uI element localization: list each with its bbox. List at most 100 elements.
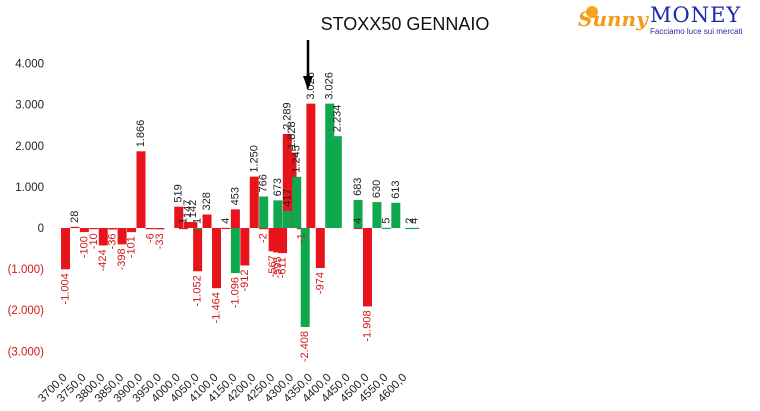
sun-icon — [586, 6, 598, 18]
data-label: 630 — [371, 180, 383, 198]
bar — [230, 209, 240, 228]
data-label: -974 — [314, 272, 326, 294]
bar — [193, 228, 203, 272]
bar — [353, 227, 363, 230]
bar — [372, 202, 382, 228]
arrow-icon — [302, 40, 313, 90]
bar — [282, 133, 292, 228]
bar — [300, 228, 310, 327]
bar — [240, 228, 250, 266]
data-label: -1.004 — [60, 273, 72, 304]
data-label: 766 — [258, 174, 270, 192]
data-label: -1.052 — [192, 275, 204, 306]
bar — [249, 176, 259, 228]
bar — [202, 214, 212, 228]
data-label: -1.096 — [229, 277, 241, 308]
bar — [273, 228, 283, 253]
data-label: 28 — [69, 211, 81, 223]
data-label: -101 — [126, 236, 138, 258]
bar — [136, 151, 146, 228]
data-label: -6 — [144, 233, 156, 243]
data-label: 1.866 — [135, 120, 147, 148]
data-label: 1 — [177, 218, 189, 224]
data-label: 1.245 — [291, 145, 303, 173]
data-label: 1 — [192, 218, 204, 224]
bar — [98, 228, 108, 246]
bar — [410, 227, 420, 230]
bar — [292, 176, 302, 228]
y-axis: 4.000 3.000 2.000 1.000 0 (1.000) (2.000) (3.00… — [8, 59, 45, 359]
bar — [117, 228, 127, 245]
bar — [61, 228, 70, 270]
data-label: -567 — [267, 255, 279, 277]
logo-money: MONEY — [650, 3, 741, 27]
bar — [353, 199, 363, 228]
bar — [230, 228, 240, 274]
data-label: 328 — [201, 192, 213, 210]
data-label: -1.464 — [211, 292, 223, 323]
data-label: 417 — [281, 189, 293, 207]
y-tick-label: 1.000 — [15, 182, 44, 194]
bar — [259, 228, 269, 230]
bars — [61, 103, 420, 327]
x-axis: 3700,03750,03800,03850,03900,03950,04000… — [36, 372, 409, 405]
bar — [79, 228, 89, 233]
bar — [381, 227, 391, 229]
bar — [287, 152, 297, 228]
bar — [315, 228, 325, 269]
bar — [332, 136, 342, 228]
bar — [193, 227, 203, 230]
data-label: 673 — [272, 178, 284, 196]
logo-sunny: Sunny — [578, 7, 649, 31]
bar — [89, 228, 99, 230]
data-label: 453 — [229, 187, 241, 205]
bar — [221, 227, 231, 230]
chart-title: STOXX50 GENNAIO — [321, 14, 490, 34]
y-tick-label: (1.000) — [8, 264, 45, 276]
bar — [183, 221, 193, 228]
bar — [145, 228, 155, 230]
data-label: -10 — [88, 233, 100, 249]
bar — [155, 228, 165, 230]
data-label: 519 — [173, 184, 185, 202]
data-label: -2 — [258, 233, 270, 243]
data-label: -36 — [107, 233, 119, 249]
bar — [127, 228, 137, 233]
bar — [188, 222, 198, 228]
data-label: 4 — [220, 218, 232, 224]
data-label: 147 — [182, 200, 194, 218]
data-label: 1.828 — [286, 121, 298, 149]
data-label: 4 — [352, 218, 364, 224]
data-label: 4 — [409, 218, 421, 224]
bar — [273, 200, 283, 228]
data-label: 613 — [390, 180, 402, 198]
bar — [391, 202, 401, 228]
data-label: -611 — [277, 257, 289, 278]
y-tick-label: 0 — [38, 223, 44, 235]
data-label: 1.250 — [248, 145, 260, 173]
bar — [405, 227, 415, 230]
data-label: -2.408 — [299, 331, 311, 362]
data-label: -424 — [97, 249, 109, 271]
data-label: 142 — [187, 200, 199, 218]
data-label: -595 — [272, 256, 284, 278]
data-labels: -1.004 28 -100-10-424-36-398-101 1.866 -6-33… — [60, 72, 421, 362]
data-label: 5 — [380, 218, 392, 224]
data-label: -912 — [239, 269, 251, 291]
y-tick-label: 2.000 — [15, 141, 44, 153]
bar — [259, 196, 269, 228]
bar — [108, 228, 118, 230]
data-label: -398 — [116, 248, 128, 270]
y-tick-label: (3.000) — [8, 346, 45, 358]
data-label: 2.289 — [281, 102, 293, 130]
bar — [306, 103, 316, 228]
bar — [178, 227, 188, 230]
y-tick-label: 3.000 — [15, 100, 44, 112]
y-tick-label: 4.000 — [15, 59, 44, 71]
bar — [70, 226, 80, 229]
sunny-money-logo: Sunny MONEY Facciamo luce sui mercati — [578, 3, 743, 36]
data-label: -1.908 — [362, 310, 374, 341]
data-label: 2.234 — [331, 105, 343, 133]
bar — [268, 228, 278, 252]
